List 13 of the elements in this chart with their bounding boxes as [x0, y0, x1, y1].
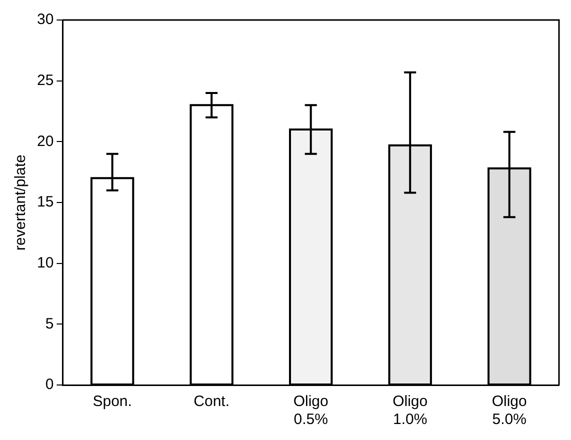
y-tick-label: 30 — [36, 11, 54, 28]
x-tick-label: Cont. — [194, 393, 230, 410]
y-tick-label: 0 — [45, 376, 54, 394]
x-tick-label: Spon. — [92, 393, 132, 410]
y-tick-label: 20 — [36, 132, 54, 150]
y-tick-label: 5 — [45, 315, 54, 332]
x-tick-label: Oligo 0.5% — [293, 393, 328, 428]
y-tick-label: 25 — [36, 72, 54, 89]
y-tick-label: 15 — [36, 194, 54, 211]
y-axis-title: revertant/plate — [12, 154, 30, 250]
x-tick-label: Oligo 1.0% — [392, 393, 428, 428]
y-tick-label: 10 — [36, 254, 54, 272]
x-tick-label: Oligo 5.0% — [492, 393, 527, 428]
